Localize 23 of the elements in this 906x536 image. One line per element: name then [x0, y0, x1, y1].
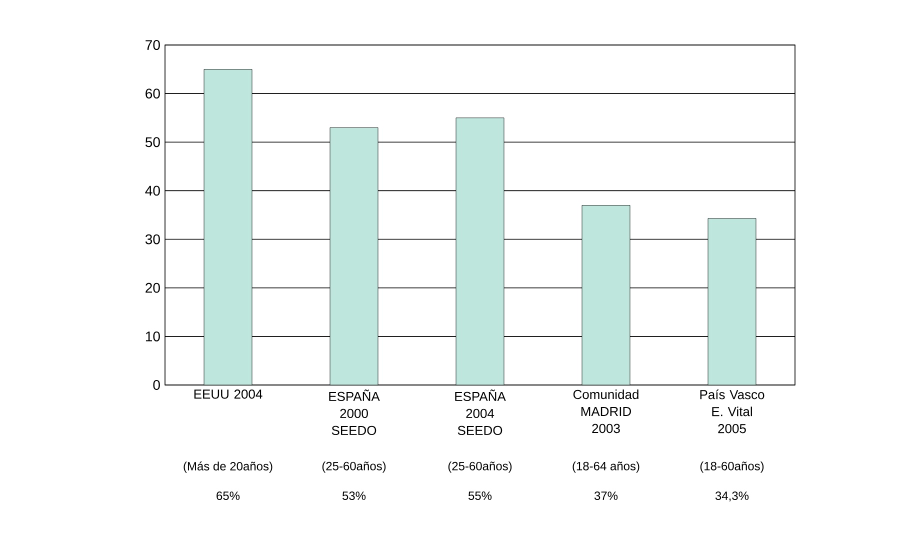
y-tick-label: 50	[145, 137, 160, 148]
y-tick-label: 40	[145, 186, 160, 196]
data-label: 55%	[468, 492, 492, 500]
x-tick-label: EEUU 2004	[194, 390, 262, 399]
y-tick-label: 0	[153, 380, 160, 390]
y-tick-label: 30	[145, 234, 160, 244]
text: (25-60años)	[322, 462, 386, 473]
text: (25-60años)	[448, 462, 512, 473]
y-tick-label: 70	[146, 40, 160, 50]
y-tick-label: 20	[146, 282, 160, 293]
x-tick-label: País Vasco E. Vital 2005	[700, 390, 764, 434]
y-tick-label: 60	[146, 88, 160, 99]
x-tick-label: ESPAÑA 2004 SEEDO	[455, 390, 506, 436]
text: (18-64 años)	[572, 462, 640, 473]
data-label: 34,3%	[715, 492, 749, 502]
x-tick-label: Comunidad MADRID 2003	[573, 390, 638, 434]
data-label: 37%	[594, 492, 618, 500]
y-tick-label: 10	[146, 331, 160, 342]
text: (Más de 20años)	[184, 462, 272, 473]
text: (18-60años)	[700, 462, 764, 473]
data-label: 53%	[342, 492, 366, 500]
x-tick-label: ESPAÑA 2000 SEEDO	[329, 390, 380, 436]
data-label: 65%	[216, 492, 240, 500]
